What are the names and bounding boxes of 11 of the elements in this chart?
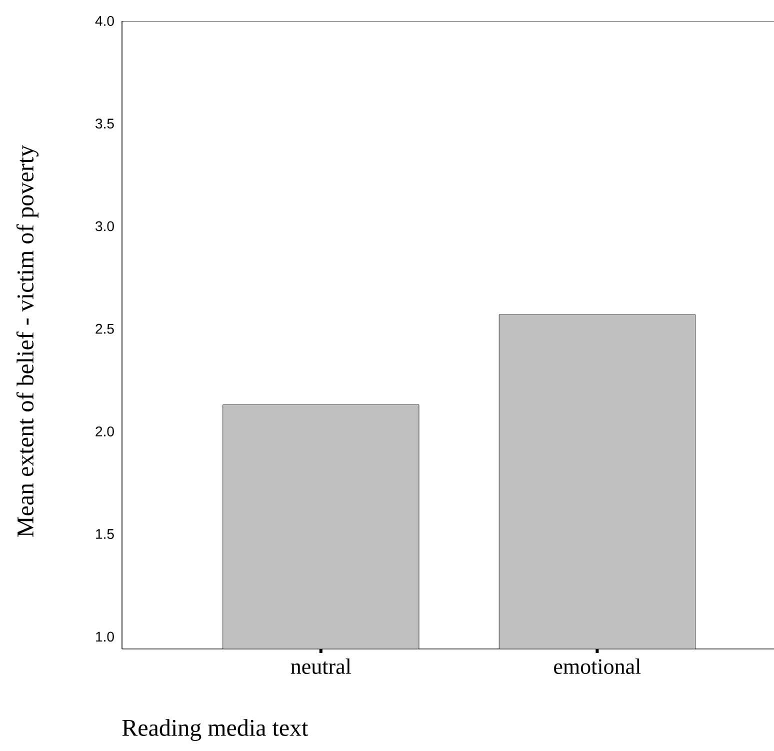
y-tick-label: 1.0 [96,632,114,642]
y-axis-title: Mean extent of belief - victim of poverty [16,145,38,537]
x-tick-label: emotional [554,658,641,674]
x-axis-title: Reading media text [122,719,308,741]
y-tick-label: 2.0 [96,426,114,436]
x-tick-label: neutral [290,658,352,674]
y-tick-label: 3.5 [96,118,114,129]
y-tick-label: 1.5 [96,529,114,539]
y-tick-label: 2.5 [96,324,114,334]
y-tick-label: 3.0 [96,221,114,232]
y-tick-label: 4.0 [95,16,114,26]
